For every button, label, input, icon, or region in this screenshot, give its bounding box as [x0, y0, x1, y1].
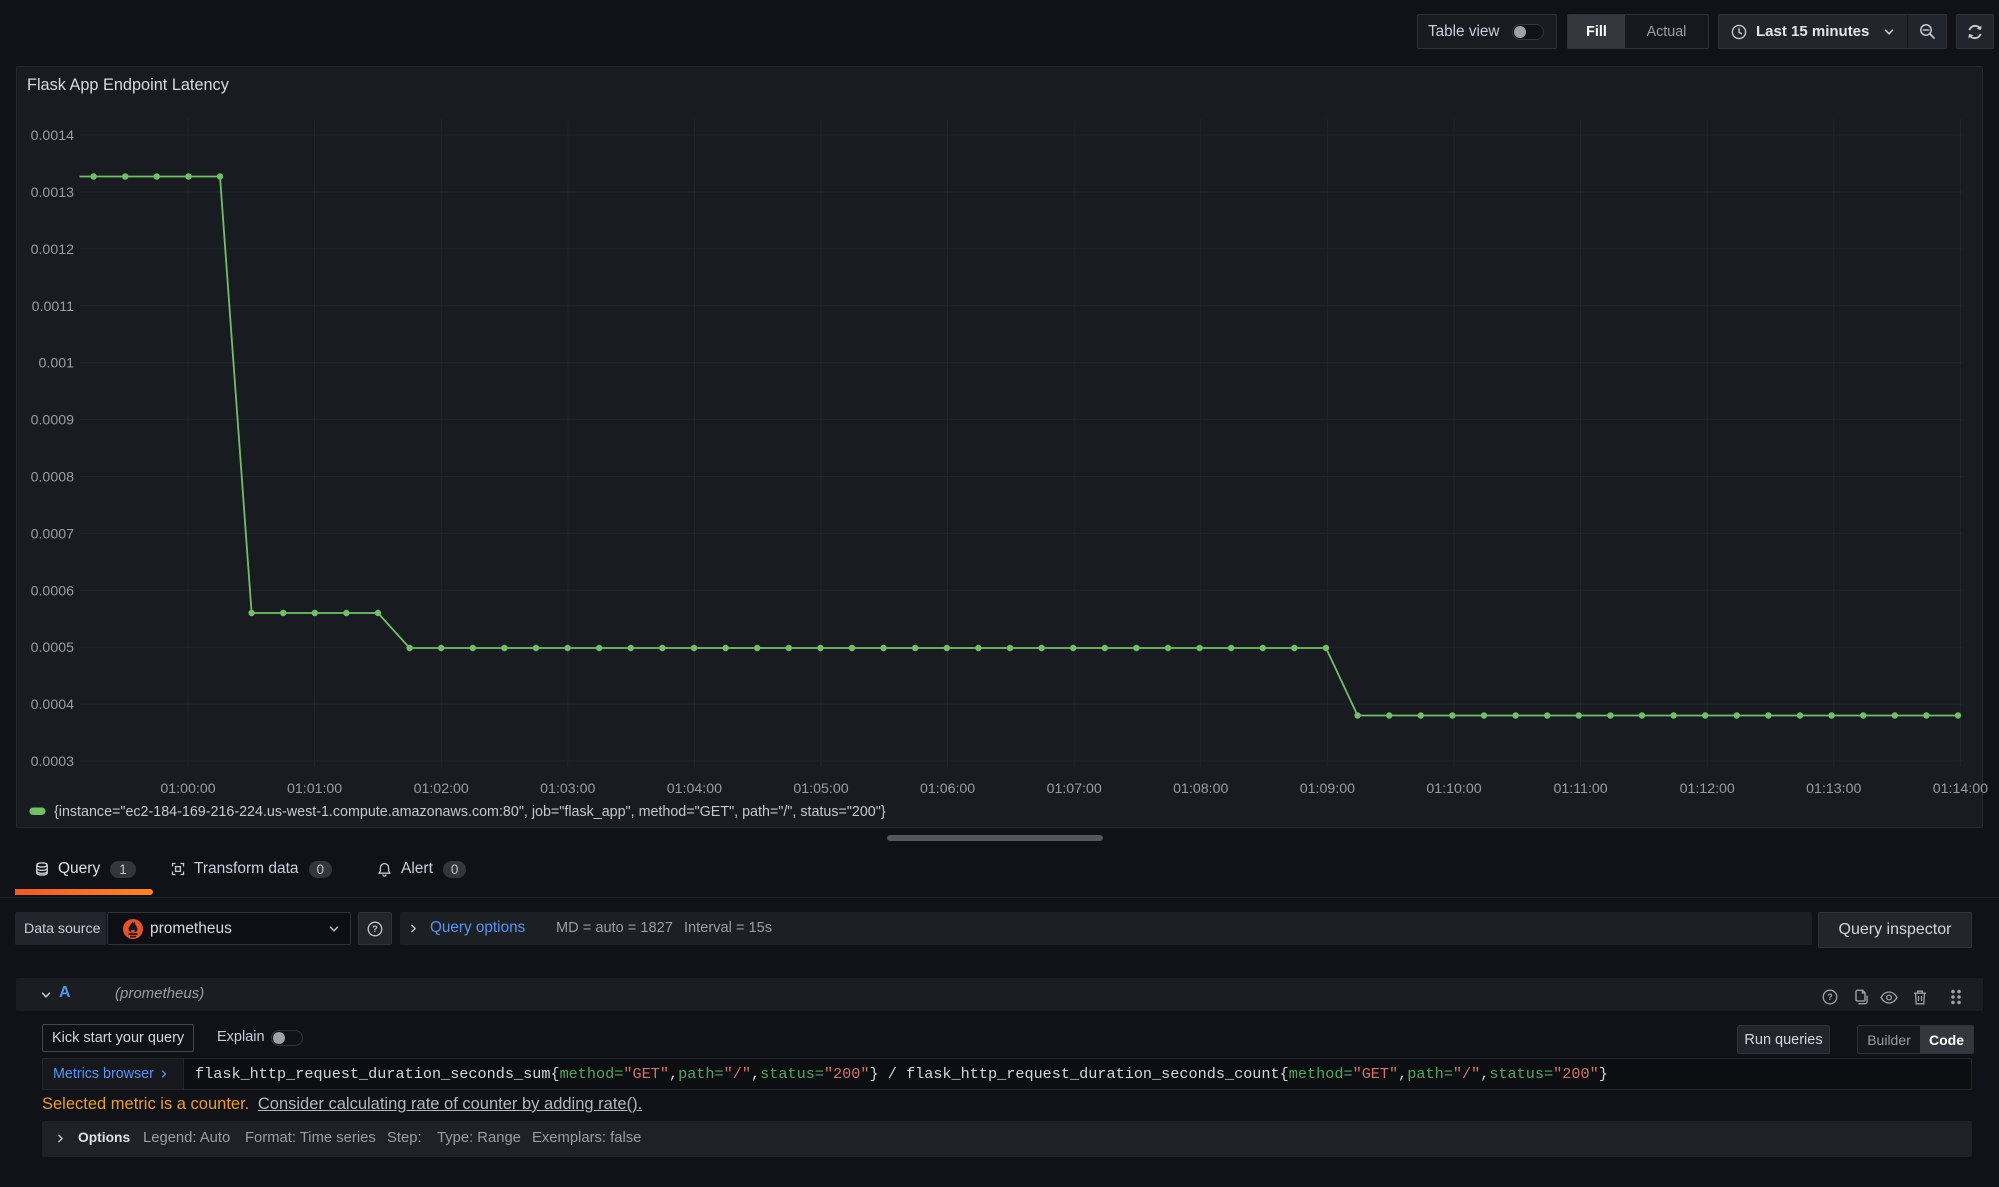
svg-text:0.0008: 0.0008 [31, 470, 75, 486]
svg-text:0.001: 0.001 [38, 356, 74, 372]
svg-text:01:11:00: 01:11:00 [1554, 781, 1608, 797]
svg-text:01:08:00: 01:08:00 [1173, 781, 1228, 797]
svg-text:0.0012: 0.0012 [31, 242, 75, 258]
svg-text:01:04:00: 01:04:00 [667, 781, 722, 797]
svg-text:0.0014: 0.0014 [31, 128, 75, 144]
svg-text:{instance="ec2-184-169-216-224: {instance="ec2-184-169-216-224.us-west-1… [54, 804, 886, 820]
svg-text:0.0006: 0.0006 [31, 583, 75, 599]
svg-text:01:03:00: 01:03:00 [540, 781, 595, 797]
svg-text:01:07:00: 01:07:00 [1047, 781, 1102, 797]
svg-text:0.0003: 0.0003 [31, 754, 75, 770]
svg-text:?: ? [372, 924, 378, 934]
svg-text:0.0009: 0.0009 [31, 413, 75, 429]
svg-text:01:12:00: 01:12:00 [1680, 781, 1735, 797]
svg-text:01:09:00: 01:09:00 [1300, 781, 1355, 797]
svg-text:?: ? [1827, 992, 1833, 1002]
svg-text:01:02:00: 01:02:00 [414, 781, 469, 797]
svg-text:0.0004: 0.0004 [31, 697, 75, 713]
svg-text:01:10:00: 01:10:00 [1426, 781, 1481, 797]
svg-text:0.0011: 0.0011 [32, 299, 74, 315]
svg-text:01:00:00: 01:00:00 [160, 781, 215, 797]
svg-text:01:13:00: 01:13:00 [1806, 781, 1861, 797]
svg-text:01:01:00: 01:01:00 [287, 781, 342, 797]
svg-text:0.0013: 0.0013 [31, 185, 75, 201]
svg-text:01:14:00: 01:14:00 [1933, 781, 1988, 797]
svg-text:0.0007: 0.0007 [31, 526, 75, 542]
svg-text:01:06:00: 01:06:00 [920, 781, 975, 797]
svg-text:0.0005: 0.0005 [31, 640, 75, 656]
svg-text:01:05:00: 01:05:00 [793, 781, 848, 797]
